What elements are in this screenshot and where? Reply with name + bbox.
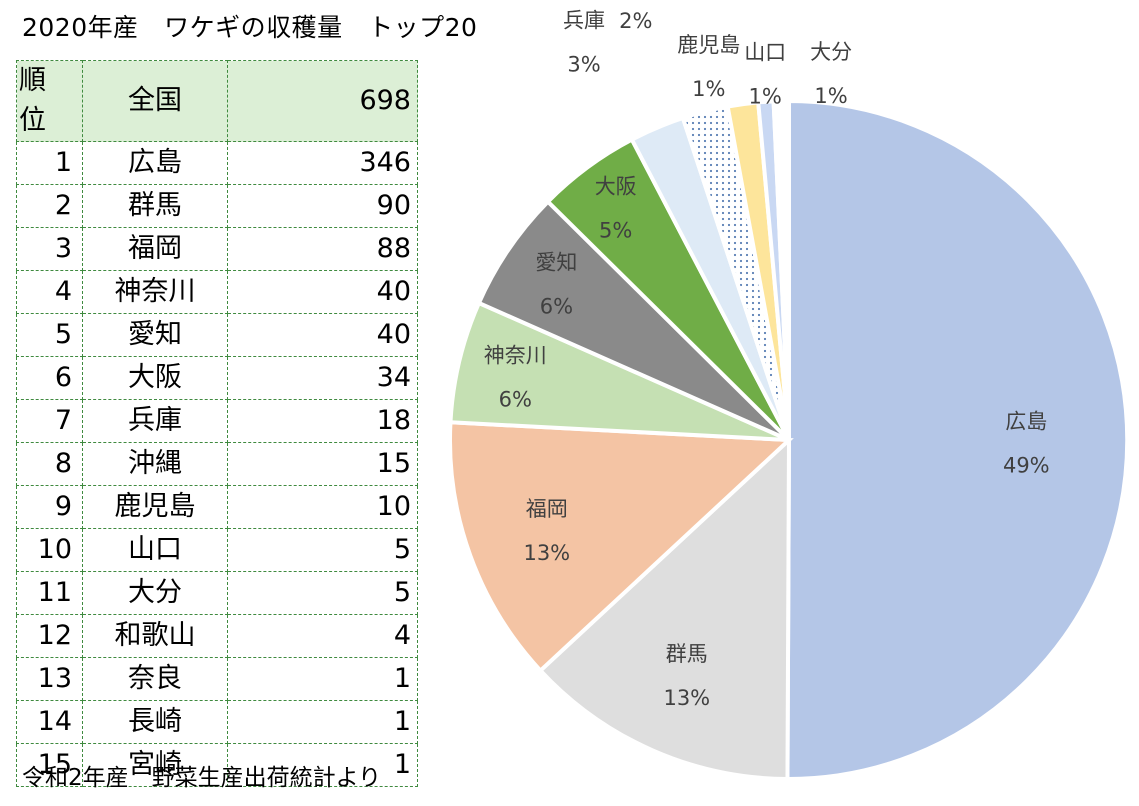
ranking-table: 順位 全国 698 1 広島 346 2 群馬 90 3 福岡 88 4 神奈川 40 5 愛知 40 6 大阪… — [16, 60, 418, 787]
table-row: 10 山口 5 — [16, 528, 418, 572]
slice-percent-label: 6% — [540, 295, 573, 319]
value-cell: 40 — [227, 270, 418, 314]
table-row: 9 鹿児島 10 — [16, 485, 418, 529]
rank-cell: 13 — [16, 657, 83, 701]
slice-category-label: 山口 — [744, 41, 786, 65]
value-cell: 90 — [227, 184, 418, 228]
value-cell: 1 — [227, 657, 418, 701]
table-header-row: 順位 全国 698 — [16, 60, 418, 142]
slice-percent-label: 1% — [749, 85, 782, 109]
pie-slice-4 — [448, 300, 790, 442]
value-cell: 1 — [227, 700, 418, 744]
slice-category-label: 兵庫 — [563, 9, 605, 33]
rank-cell: 8 — [16, 442, 83, 486]
table-row: 13 奈良 1 — [16, 657, 418, 701]
source-note: 令和2年産 野菜生産出荷統計より — [22, 765, 382, 791]
pref-cell: 神奈川 — [82, 270, 228, 314]
pref-cell: 鹿児島 — [82, 485, 228, 529]
rank-cell: 2 — [16, 184, 83, 228]
rank-cell: 14 — [16, 700, 83, 744]
rank-cell: 3 — [16, 227, 83, 271]
table-row: 15 宮崎 1 — [16, 743, 418, 787]
rank-cell: 12 — [16, 614, 83, 658]
slice-percent-label: 1% — [692, 77, 725, 101]
pref-cell: 長崎 — [82, 700, 228, 744]
slice-percent-label: 5% — [599, 219, 632, 243]
pie-slice-1 — [785, 98, 1130, 782]
slice-category-label: 福岡 — [526, 497, 568, 521]
pref-cell: 沖縄 — [82, 442, 228, 486]
pref-cell: 兵庫 — [82, 399, 228, 443]
pref-cell: 大分 — [82, 571, 228, 615]
pref-cell: 広島 — [82, 141, 228, 185]
value-cell: 5 — [227, 528, 418, 572]
pie-slice-11 — [771, 98, 791, 441]
pref-cell: 福岡 — [82, 227, 228, 271]
table-row: 8 沖縄 15 — [16, 442, 418, 486]
slice-category-label: 大分 — [810, 40, 852, 64]
slice-percent-label: 49% — [1003, 454, 1050, 478]
pie-slice-5 — [476, 198, 791, 442]
slice-category-label: 鹿児島 — [677, 33, 740, 57]
table-row: 6 大阪 34 — [16, 356, 418, 400]
table-row: 4 神奈川 40 — [16, 270, 418, 314]
value-cell: 88 — [227, 227, 418, 271]
header-pref: 全国 — [82, 60, 228, 142]
header-rank: 順位 — [16, 60, 83, 142]
chart-title: 2020年産 ワケギの収穫量 トップ20 — [22, 13, 478, 42]
pref-cell: 宮崎 — [82, 743, 228, 787]
slice-percent-label: 2% — [619, 9, 652, 33]
pref-cell: 愛知 — [82, 313, 228, 357]
value-cell: 346 — [227, 141, 418, 185]
pie-slice-3 — [448, 420, 794, 674]
slice-percent-label: 1% — [814, 84, 847, 108]
rank-cell: 4 — [16, 270, 83, 314]
table-row: 3 福岡 88 — [16, 227, 418, 271]
slice-category-label: 広島 — [1005, 410, 1047, 434]
pie-slice-2 — [537, 435, 792, 782]
value-cell: 5 — [227, 571, 418, 615]
slice-category-label: 愛知 — [535, 251, 577, 275]
rank-cell: 5 — [16, 313, 83, 357]
rank-cell: 15 — [16, 743, 83, 787]
slice-category-label: 神奈川 — [484, 344, 547, 368]
slice-percent-label: 13% — [663, 686, 710, 710]
table-row: 14 長崎 1 — [16, 700, 418, 744]
slice-percent-label: 13% — [523, 541, 570, 565]
table-row: 7 兵庫 18 — [16, 399, 418, 443]
pref-cell: 群馬 — [82, 184, 228, 228]
slice-percent-label: 6% — [499, 388, 532, 412]
slice-percent-label: 3% — [567, 53, 600, 77]
value-cell: 10 — [227, 485, 418, 529]
rank-cell: 9 — [16, 485, 83, 529]
slice-category-label: 群馬 — [666, 642, 708, 666]
table-row: 5 愛知 40 — [16, 313, 418, 357]
slice-category-label: 大阪 — [595, 175, 637, 199]
table-row: 2 群馬 90 — [16, 184, 418, 228]
pref-cell: 山口 — [82, 528, 228, 572]
table-row: 11 大分 5 — [16, 571, 418, 615]
value-cell: 1 — [227, 743, 418, 787]
pref-cell: 和歌山 — [82, 614, 228, 658]
